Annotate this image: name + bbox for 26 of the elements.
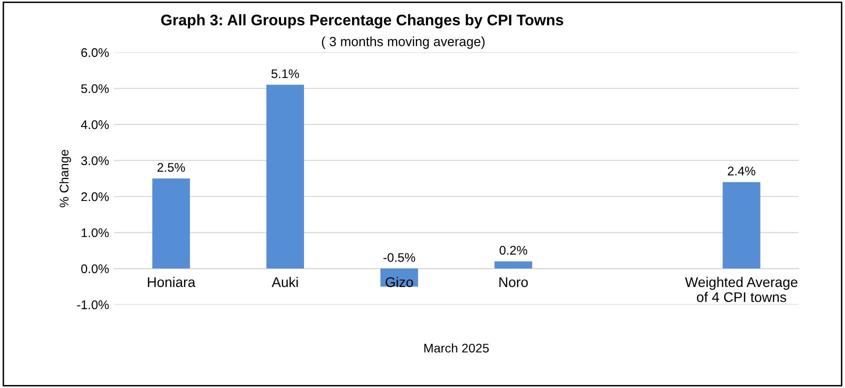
data-label: 2.4% (728, 166, 756, 176)
y-tick-label: 2.0% (81, 192, 109, 202)
chart-title: Graph 3: All Groups Percentage Changes by CPI Towns (161, 14, 564, 28)
data-label: 0.2% (500, 246, 528, 255)
chart-subtitle: ( 3 months moving average) (322, 36, 485, 49)
y-tick-label: 3.0% (81, 156, 109, 166)
y-tick-label: 5.0% (81, 84, 109, 94)
y-tick-label: -1.0% (77, 300, 109, 310)
x-tick-label: Honiara (148, 276, 196, 288)
x-axis-title: March 2025 (424, 343, 489, 353)
y-tick-label: 1.0% (82, 228, 109, 238)
bar (152, 178, 190, 269)
data-label: -0.5% (383, 253, 416, 262)
data-label: 2.5% (157, 162, 185, 172)
y-tick-label: 4.0% (81, 120, 109, 130)
bar (494, 261, 532, 269)
x-tick-label: Gizo (386, 276, 413, 288)
data-label: 5.1% (271, 69, 299, 78)
y-tick-label: 6.0% (81, 48, 109, 58)
x-tick-label: Weighted Average of 4 CPI towns (685, 276, 798, 302)
y-axis-title: % Change (59, 150, 72, 208)
x-tick-label: Auki (272, 276, 298, 288)
bar (266, 84, 304, 269)
x-tick-label: Noro (499, 277, 528, 288)
y-tick-label: 0.0% (81, 264, 109, 274)
bar (722, 182, 760, 269)
